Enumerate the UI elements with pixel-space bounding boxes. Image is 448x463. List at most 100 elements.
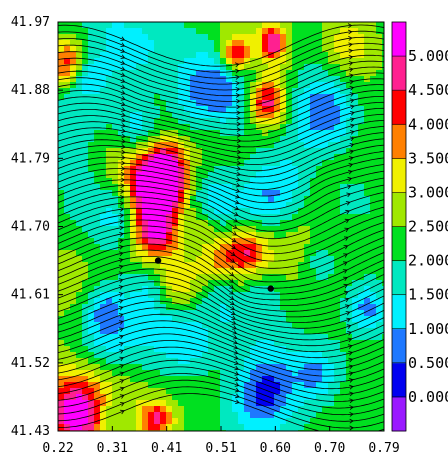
heatmap-cell (148, 154, 155, 161)
heatmap-cell (256, 406, 263, 413)
heatmap-cell (166, 382, 173, 389)
heatmap-cell (280, 88, 287, 95)
heatmap-cell (142, 130, 149, 137)
heatmap-cell (250, 196, 257, 203)
heatmap-cell (256, 340, 263, 347)
heatmap-cell (202, 154, 209, 161)
heatmap-cell (340, 310, 347, 317)
heatmap-cell (328, 388, 335, 395)
heatmap-cell (100, 238, 107, 245)
heatmap-cell (280, 136, 287, 143)
heatmap-cell (316, 118, 323, 125)
heatmap-cell (244, 184, 251, 191)
heatmap-cell (196, 244, 203, 251)
heatmap-cell (352, 52, 359, 59)
heatmap-cell (220, 40, 227, 47)
heatmap-cell (298, 136, 305, 143)
heatmap-cell (232, 106, 239, 113)
heatmap-cell (382, 100, 384, 107)
heatmap-cell (250, 358, 257, 365)
heatmap-cell (196, 250, 203, 257)
heatmap-cell (376, 154, 383, 161)
heatmap-cell (214, 304, 221, 311)
heatmap-cell (232, 172, 239, 179)
heatmap-cell (262, 406, 269, 413)
streamline-arrowhead (344, 297, 350, 303)
heatmap-cell (274, 166, 281, 173)
heatmap-cell (370, 352, 377, 359)
heatmap-cell (118, 52, 125, 59)
heatmap-cell (268, 424, 275, 431)
heatmap-cell (364, 298, 371, 305)
heatmap-cell (58, 274, 65, 281)
heatmap-cell (112, 370, 119, 377)
heatmap-cell (166, 130, 173, 137)
heatmap-cell (382, 364, 384, 371)
heatmap-cell (244, 262, 251, 269)
heatmap-cell (124, 268, 131, 275)
heatmap-cell (316, 394, 323, 401)
heatmap-cell (250, 58, 257, 65)
heatmap-cell (166, 82, 173, 89)
colorbar-label: 3.500 (408, 149, 448, 167)
heatmap-cell (70, 70, 77, 77)
heatmap-cell (220, 154, 227, 161)
heatmap-cell (304, 370, 311, 377)
heatmap-cell (250, 34, 257, 41)
heatmap-cell (112, 424, 119, 431)
heatmap-cell (166, 352, 173, 359)
heatmap-cell (88, 316, 95, 323)
heatmap-cell (328, 238, 335, 245)
heatmap-cell (208, 250, 215, 257)
heatmap-cell (160, 172, 167, 179)
heatmap-cell (64, 136, 71, 143)
streamline-arrowhead (119, 371, 125, 377)
streamline (58, 340, 384, 383)
heatmap-cell (184, 130, 191, 137)
heatmap-cell (358, 376, 365, 383)
streamline (58, 333, 384, 377)
streamline-arrowhead (344, 218, 350, 224)
heatmap-cell (172, 184, 179, 191)
heatmap-cell (358, 334, 365, 341)
heatmap-cell (142, 322, 149, 329)
heatmap-cell (142, 208, 149, 215)
heatmap-cell (274, 70, 281, 77)
heatmap-cell (130, 238, 137, 245)
heatmap-cell (70, 250, 77, 257)
heatmap-cell (214, 172, 221, 179)
heatmap-cell (274, 154, 281, 161)
heatmap-cell (196, 340, 203, 347)
heatmap-cell (100, 274, 107, 281)
heatmap-cell (346, 64, 353, 71)
heatmap-cell (82, 316, 89, 323)
heatmap-cell (238, 106, 245, 113)
streamline-arrowhead (349, 425, 354, 431)
heatmap-cell (136, 256, 143, 263)
heatmap-cell (370, 220, 377, 227)
heatmap-cell (160, 190, 167, 197)
heatmap-cell (142, 298, 149, 305)
streamline-arrowhead (119, 327, 124, 332)
heatmap-cell (340, 52, 347, 59)
heatmap-cell (196, 406, 203, 413)
heatmap-cell (106, 58, 113, 65)
heatmap-cell (274, 388, 281, 395)
heatmap-cell (220, 412, 227, 419)
heatmap-cell (82, 280, 89, 287)
heatmap-cell (118, 94, 125, 101)
heatmap-cell (274, 316, 281, 323)
heatmap-cell (178, 418, 185, 425)
heatmap-cell (286, 394, 293, 401)
streamline-arrowhead (119, 225, 124, 231)
heatmap-cell (154, 136, 161, 143)
heatmap-cell (106, 358, 113, 365)
heatmap-cell (238, 244, 245, 251)
heatmap-cell (298, 292, 305, 299)
heatmap-cell (376, 256, 383, 263)
heatmap-cell (376, 178, 383, 185)
heatmap-cell (172, 322, 179, 329)
heatmap-cell (124, 154, 131, 161)
heatmap-cell (280, 196, 287, 203)
heatmap-cell (70, 52, 77, 59)
